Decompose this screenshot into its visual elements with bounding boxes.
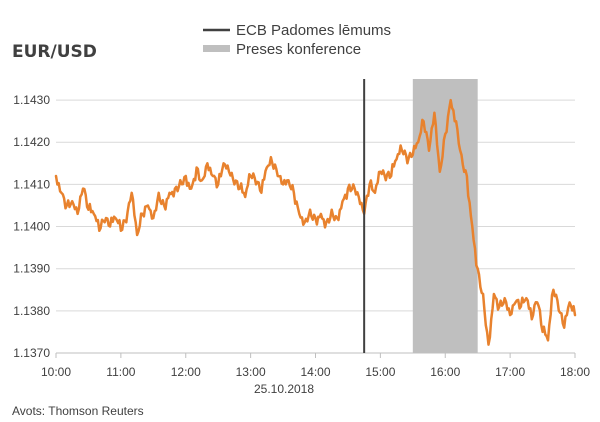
x-tick-label: 15:00 xyxy=(365,365,395,379)
y-tick-label: 1.1420 xyxy=(13,135,50,149)
legend-conference-swatch xyxy=(203,45,230,52)
chart-title: EUR/USD xyxy=(12,42,97,62)
legend-conference-label: Preses konference xyxy=(236,41,361,58)
legend: ECB Padomes lēmums Preses konference xyxy=(203,22,391,58)
y-tick-label: 1.1410 xyxy=(13,177,50,191)
x-tick-label: 16:00 xyxy=(430,365,460,379)
source-label: Avots: Thomson Reuters xyxy=(12,404,144,418)
y-tick-label: 1.1370 xyxy=(13,346,50,360)
x-tick-label: 10:00 xyxy=(41,365,71,379)
x-tick-labels: 10:00 11:00 12:00 13:00 14:00 15:00 16:00 17:00… xyxy=(41,365,590,379)
x-tick-label: 12:00 xyxy=(171,365,201,379)
x-tick-label: 17:00 xyxy=(495,365,525,379)
y-tick-labels: 1.1370 1.1380 1.1390 1.1400 1.1410 1.1420 1.14… xyxy=(13,93,50,360)
y-tick-label: 1.1380 xyxy=(13,304,50,318)
x-tick-label: 14:00 xyxy=(300,365,330,379)
legend-decision-label: ECB Padomes lēmums xyxy=(236,22,391,39)
series-line-eurusd xyxy=(54,98,577,346)
x-tick-label: 18:00 xyxy=(560,365,590,379)
date-label: 25.10.2018 xyxy=(254,382,314,396)
gridlines xyxy=(55,99,576,358)
y-tick-label: 1.1430 xyxy=(13,93,50,107)
y-tick-label: 1.1390 xyxy=(13,262,50,276)
series-layer xyxy=(54,98,577,346)
x-tick-label: 11:00 xyxy=(106,365,135,379)
x-tick-label: 13:00 xyxy=(236,365,266,379)
y-tick-label: 1.1400 xyxy=(13,220,50,234)
